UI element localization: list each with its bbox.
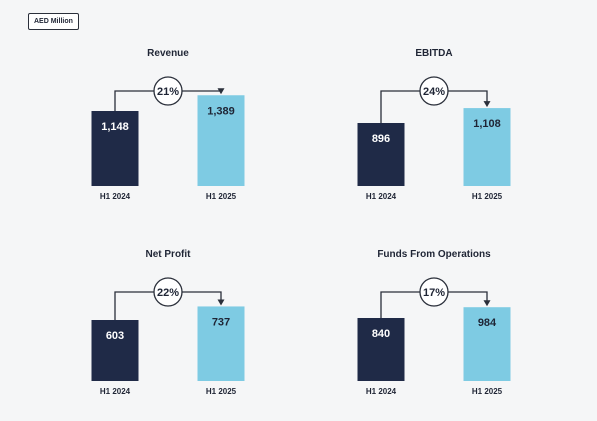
change-badge: [153, 277, 183, 307]
change-percent: 21%: [157, 86, 179, 98]
category-label: H1 2025: [206, 387, 237, 396]
arrow-down-icon: [483, 300, 491, 307]
category-label: H1 2025: [472, 387, 503, 396]
bar-value-label: 1,389: [207, 105, 235, 117]
bar-h1-2025: [197, 306, 245, 381]
category-label: H1 2025: [206, 192, 237, 201]
bar-h1-2025: [197, 95, 245, 186]
bar-value-label: 737: [212, 316, 230, 328]
bar-value-label: 1,108: [473, 118, 501, 130]
change-badge: [153, 76, 183, 106]
chart-title: Funds From Operations: [377, 249, 491, 260]
bar-value-label: 984: [478, 317, 497, 329]
chart-title: Revenue: [147, 48, 189, 59]
chart-panel-3: Net Profit 603 H1 2024 737 H1 2025 22%: [91, 249, 245, 396]
category-label: H1 2024: [100, 387, 131, 396]
unit-badge: AED Million: [28, 13, 79, 30]
bar-h1-2024: [357, 123, 405, 186]
arrow-down-icon: [217, 88, 225, 95]
chart-title: Net Profit: [146, 249, 192, 260]
arrow-down-icon: [483, 101, 491, 108]
chart-title: EBITDA: [415, 48, 452, 59]
change-percent: 24%: [423, 86, 445, 98]
bar-value-label: 840: [372, 328, 390, 340]
change-badge: [419, 277, 449, 307]
bar-h1-2024: [357, 318, 405, 381]
bar-h1-2025: [463, 307, 511, 381]
category-label: H1 2024: [366, 192, 397, 201]
arrow-down-icon: [217, 299, 225, 306]
bar-value-label: 1,148: [101, 121, 129, 133]
bar-h1-2024: [91, 320, 139, 381]
category-label: H1 2025: [472, 192, 503, 201]
category-label: H1 2024: [366, 387, 397, 396]
bar-h1-2025: [463, 108, 511, 186]
bar-value-label: 603: [106, 330, 124, 342]
change-badge: [419, 76, 449, 106]
chart-panel-2: EBITDA 896 H1 2024 1,108 H1 2025 24%: [357, 48, 511, 201]
chart-panel-4: Funds From Operations 840 H1 2024 984 H1 202…: [357, 249, 511, 396]
category-label: H1 2024: [100, 192, 131, 201]
change-percent: 22%: [157, 287, 179, 299]
chart-panel-1: Revenue 1,148 H1 2024 1,389 H1 2025 21%: [91, 48, 245, 201]
bar-h1-2024: [91, 111, 139, 186]
bar-value-label: 896: [372, 133, 390, 145]
change-percent: 17%: [423, 287, 445, 299]
